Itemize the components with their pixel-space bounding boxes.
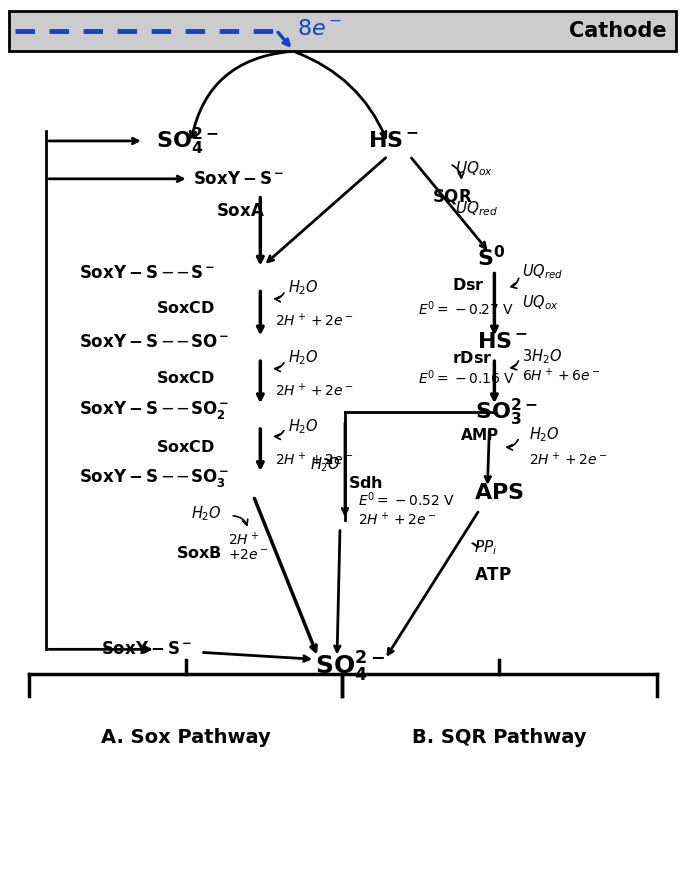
- Text: $\mathbf{S^0}$: $\mathbf{S^0}$: [477, 245, 506, 270]
- Text: $\mathbf{SoxCD}$: $\mathbf{SoxCD}$: [155, 301, 215, 317]
- Text: $E^0 = -0.16\ \mathrm{V}$: $E^0 = -0.16\ \mathrm{V}$: [418, 369, 515, 388]
- Text: $H_2O$: $H_2O$: [310, 455, 341, 474]
- Text: $2H^+ + 2e^-$: $2H^+ + 2e^-$: [530, 452, 608, 468]
- Text: $\mathbf{SoxY-S}-\!\!-\!\mathbf{SO^-}$: $\mathbf{SoxY-S}-\!\!-\!\mathbf{SO^-}$: [79, 333, 229, 352]
- Text: B. SQR Pathway: B. SQR Pathway: [412, 728, 586, 746]
- Text: $2H^+ + 2e^-$: $2H^+ + 2e^-$: [275, 452, 354, 468]
- Text: Cathode: Cathode: [569, 21, 667, 41]
- Text: $2H^+ + 2e^-$: $2H^+ + 2e^-$: [358, 511, 436, 528]
- Text: $8e^-$: $8e^-$: [297, 19, 342, 39]
- Text: $H_2O$: $H_2O$: [288, 417, 319, 437]
- Text: $\mathbf{SoxY-S}-\!\!-\!\mathbf{SO_3^-}$: $\mathbf{SoxY-S}-\!\!-\!\mathbf{SO_3^-}$: [79, 467, 229, 488]
- Text: $2H^+ + 2e^-$: $2H^+ + 2e^-$: [275, 311, 354, 329]
- Text: $\mathbf{SoxY-S^-}$: $\mathbf{SoxY-S^-}$: [101, 640, 192, 659]
- Bar: [10, 11, 675, 51]
- Text: $H_2O$: $H_2O$: [530, 425, 560, 445]
- Text: $\mathbf{SO_4^{2-}}$: $\mathbf{SO_4^{2-}}$: [315, 650, 385, 684]
- Text: $\mathbf{SoxY-S}-\!\!-\!\mathbf{SO_2^-}$: $\mathbf{SoxY-S}-\!\!-\!\mathbf{SO_2^-}$: [79, 399, 229, 421]
- Text: $E^0 = -0.27\ \mathrm{V}$: $E^0 = -0.27\ \mathrm{V}$: [418, 299, 514, 317]
- Text: $\mathbf{SoxB}$: $\mathbf{SoxB}$: [175, 545, 222, 560]
- Text: $E^0 = -0.52\ \mathrm{V}$: $E^0 = -0.52\ \mathrm{V}$: [358, 490, 455, 510]
- Text: $6H^+ + 6e^-$: $6H^+ + 6e^-$: [522, 367, 601, 384]
- Text: $\mathbf{Sdh}$: $\mathbf{Sdh}$: [348, 474, 383, 491]
- Text: $H_2O$: $H_2O$: [288, 348, 319, 367]
- Text: A. Sox Pathway: A. Sox Pathway: [101, 728, 271, 746]
- Text: $\mathbf{SoxCD}$: $\mathbf{SoxCD}$: [155, 370, 215, 386]
- Text: $\mathbf{ATP}$: $\mathbf{ATP}$: [475, 566, 512, 583]
- Text: $\mathbf{SoxY-S}-\!\!-\!\mathbf{S^-}$: $\mathbf{SoxY-S}-\!\!-\!\mathbf{S^-}$: [79, 263, 215, 282]
- Text: $PP_i$: $PP_i$: [475, 538, 498, 557]
- Text: $UQ_{red}$: $UQ_{red}$: [522, 262, 564, 281]
- Text: $2H^+ + 2e^-$: $2H^+ + 2e^-$: [275, 381, 354, 399]
- Text: $\mathbf{rDsr}$: $\mathbf{rDsr}$: [451, 350, 492, 367]
- Text: $\mathbf{APS}$: $\mathbf{APS}$: [475, 483, 525, 503]
- Text: $\mathbf{HS^-}$: $\mathbf{HS^-}$: [477, 332, 529, 353]
- Text: $\mathbf{SoxA}$: $\mathbf{SoxA}$: [216, 202, 264, 220]
- Text: $3H_2O$: $3H_2O$: [522, 347, 562, 366]
- Text: $\mathbf{SQR}$: $\mathbf{SQR}$: [432, 188, 472, 206]
- Text: $H_2O$: $H_2O$: [288, 278, 319, 296]
- Text: $+ 2e^-$: $+ 2e^-$: [229, 547, 269, 561]
- Text: $\mathbf{SoxY-S^-}$: $\mathbf{SoxY-S^-}$: [192, 170, 284, 188]
- Text: $UQ_{ox}$: $UQ_{ox}$: [522, 293, 559, 312]
- Text: $\mathbf{AMP}$: $\mathbf{AMP}$: [460, 427, 499, 443]
- Text: $\mathbf{Dsr}$: $\mathbf{Dsr}$: [451, 277, 484, 294]
- Text: $\mathbf{SoxCD}$: $\mathbf{SoxCD}$: [155, 439, 215, 455]
- Text: $\mathbf{HS^-}$: $\mathbf{HS^-}$: [368, 131, 419, 151]
- Text: $UQ_{ox}$: $UQ_{ox}$: [455, 160, 493, 178]
- Text: $2H^+$: $2H^+$: [229, 531, 260, 548]
- Text: $\mathbf{SO_4^{2-}}$: $\mathbf{SO_4^{2-}}$: [155, 125, 218, 157]
- Text: $UQ_{red}$: $UQ_{red}$: [455, 199, 497, 218]
- Text: $\mathbf{SO_3^{2-}}$: $\mathbf{SO_3^{2-}}$: [475, 396, 538, 428]
- Text: $H_2O$: $H_2O$: [190, 504, 221, 523]
